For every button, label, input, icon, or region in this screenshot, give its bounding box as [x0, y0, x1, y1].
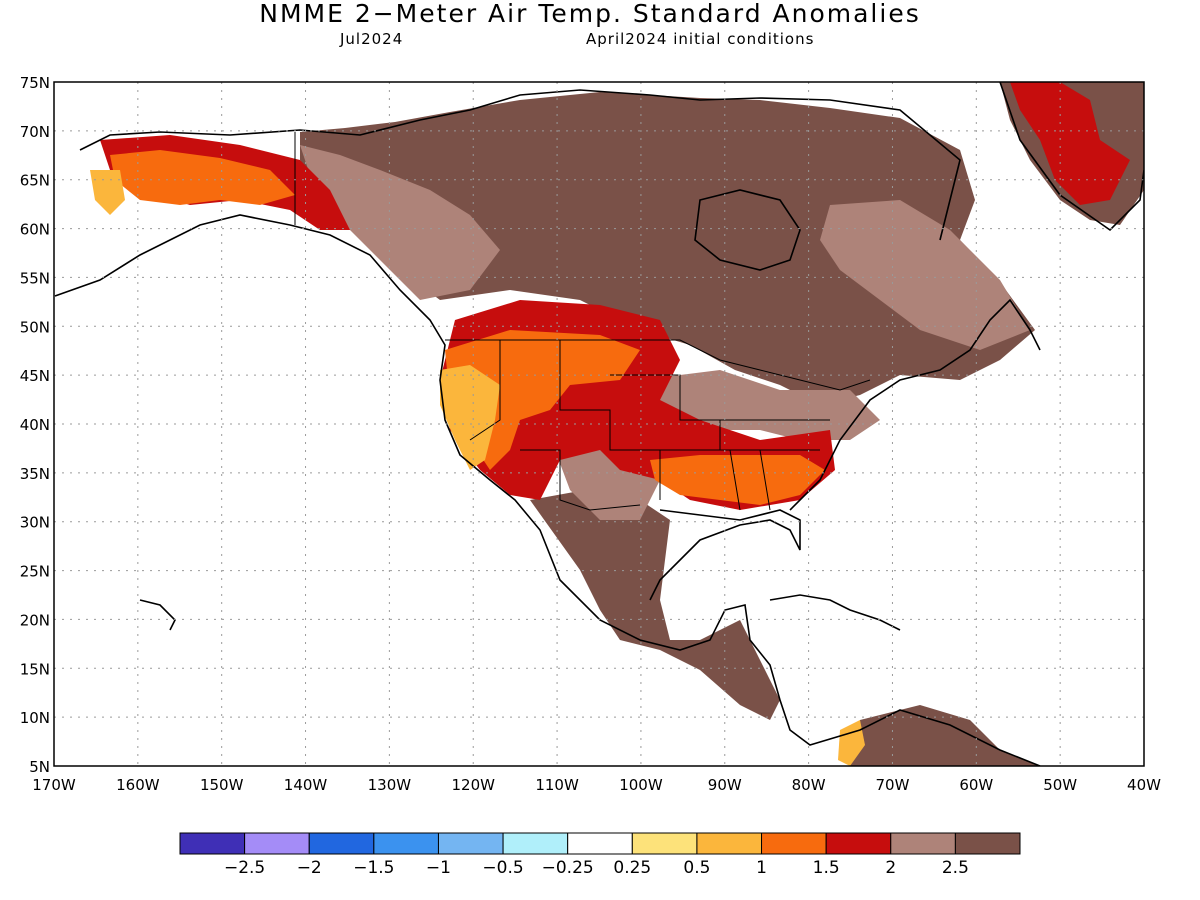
latitude-tick-label: 65N	[20, 172, 50, 190]
longitude-tick-label: 60W	[959, 776, 993, 794]
latitude-tick-label: 60N	[20, 221, 50, 239]
colorbar-label: 1.5	[813, 858, 840, 878]
map-title: NMME 2−Meter Air Temp. Standard Anomalie…	[259, 0, 921, 28]
longitude-tick-label: 130W	[368, 776, 412, 794]
colorbar-swatch	[179, 832, 246, 855]
colorbar-label: −1.5	[353, 858, 394, 878]
colorbar-label: 0.5	[683, 858, 710, 878]
latitude-tick-label: 30N	[20, 514, 50, 532]
colorbar-swatch	[308, 832, 375, 855]
latitude-tick-label: 10N	[20, 709, 50, 727]
colorbar-label: −2	[297, 858, 322, 878]
valid-month: Jul2024	[340, 30, 404, 48]
longitude-tick-label: 70W	[876, 776, 910, 794]
longitude-tick-label: 170W	[32, 776, 76, 794]
colorbar-label: −0.25	[542, 858, 594, 878]
longitude-tick-label: 50W	[1043, 776, 1077, 794]
longitude-tick-label: 150W	[200, 776, 244, 794]
colorbar-swatch	[567, 832, 633, 855]
colorbar-swatch	[631, 832, 698, 855]
anomaly-region-yellow-southamerica	[838, 720, 865, 766]
anomaly-region-red-greenland	[1010, 82, 1130, 205]
colorbar-swatch	[890, 832, 956, 855]
colorbar-label: −0.5	[482, 858, 523, 878]
longitude-tick-label: 160W	[116, 776, 160, 794]
anomaly-region-canada	[300, 92, 1035, 405]
latitude-tick-label: 45N	[20, 367, 50, 385]
latitude-tick-label: 50N	[20, 318, 50, 336]
colorbar-label: 2.5	[942, 858, 969, 878]
longitude-tick-label: 40W	[1127, 776, 1161, 794]
graticule-grid	[54, 82, 1144, 766]
map-plot-area	[54, 82, 1144, 766]
latitude-tick-label: 25N	[20, 563, 50, 581]
colorbar-swatch	[437, 832, 504, 855]
latitude-tick-label: 35N	[20, 465, 50, 483]
anomaly-region-south-america	[850, 705, 1040, 766]
colorbar-legend	[179, 832, 1021, 855]
colorbar-label: 2	[885, 858, 896, 878]
anomaly-region-yellow-alaska	[90, 170, 125, 215]
longitude-tick-label: 90W	[708, 776, 742, 794]
longitude-tick-label: 110W	[535, 776, 579, 794]
colorbar-label: −1	[426, 858, 451, 878]
longitude-tick-label: 120W	[451, 776, 495, 794]
political-borders	[294, 132, 871, 511]
latitude-labels: 75N 70N 65N 60N 55N 50N 45N 40N 35N 30N 25N 20N 15N 1…	[20, 74, 50, 776]
colorbar-swatch	[373, 832, 439, 855]
anomaly-region-orange-south-us	[650, 455, 825, 505]
longitude-tick-label: 100W	[619, 776, 663, 794]
latitude-tick-label: 40N	[20, 416, 50, 434]
anomaly-region-orange-alaska	[110, 150, 295, 205]
latitude-tick-label: 55N	[20, 269, 50, 287]
colorbar-swatch	[954, 832, 1021, 855]
anomaly-region-light-brown-east	[820, 200, 1030, 350]
latitude-tick-label: 75N	[20, 74, 50, 92]
colorbar-swatch	[244, 832, 310, 855]
longitude-tick-label: 140W	[284, 776, 328, 794]
colorbar-swatch	[696, 832, 763, 855]
coastlines	[54, 82, 1144, 766]
colorbar-swatch	[825, 832, 892, 855]
colorbar-label: −2.5	[224, 858, 265, 878]
colorbar-swatch	[761, 832, 827, 855]
latitude-tick-label: 15N	[20, 660, 50, 678]
initial-conditions: April2024 initial conditions	[586, 30, 815, 48]
colorbar-labels: −2.5 −2 −1.5 −1 −0.5 −0.25 0.25 0.5 1 1.5 2 2.5	[224, 858, 969, 878]
latitude-tick-label: 5N	[29, 758, 50, 776]
anomaly-region-yellow-california	[440, 365, 500, 470]
latitude-tick-label: 70N	[20, 123, 50, 141]
plot-frame	[53, 81, 1145, 767]
latitude-tick-label: 20N	[20, 611, 50, 629]
colorbar-label: 0.25	[613, 858, 651, 878]
longitude-labels: 170W 160W 150W 140W 130W 120W 110W 100W 90W 80W 70…	[32, 776, 1161, 794]
colorbar-label: 1	[756, 858, 767, 878]
colorbar-swatch	[502, 832, 569, 855]
anomaly-region-mexico	[530, 490, 780, 720]
anomaly-region-light-brown-west	[300, 145, 500, 300]
anomaly-region-orange-west-us	[445, 330, 640, 470]
longitude-tick-label: 80W	[792, 776, 826, 794]
